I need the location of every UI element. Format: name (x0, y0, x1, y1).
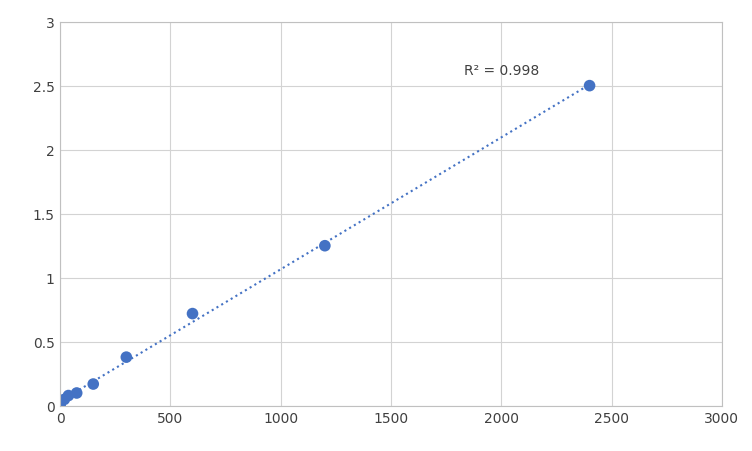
Point (120, 354, 132, 361)
Point (584, 83, 596, 90)
Point (186, 310, 199, 318)
Point (59, 396, 71, 403)
Point (62, 392, 74, 399)
Point (319, 243, 331, 250)
Point (54, 402, 66, 410)
Point (87, 381, 99, 388)
Text: R² = 0.998: R² = 0.998 (464, 64, 539, 78)
Point (71, 390, 83, 397)
